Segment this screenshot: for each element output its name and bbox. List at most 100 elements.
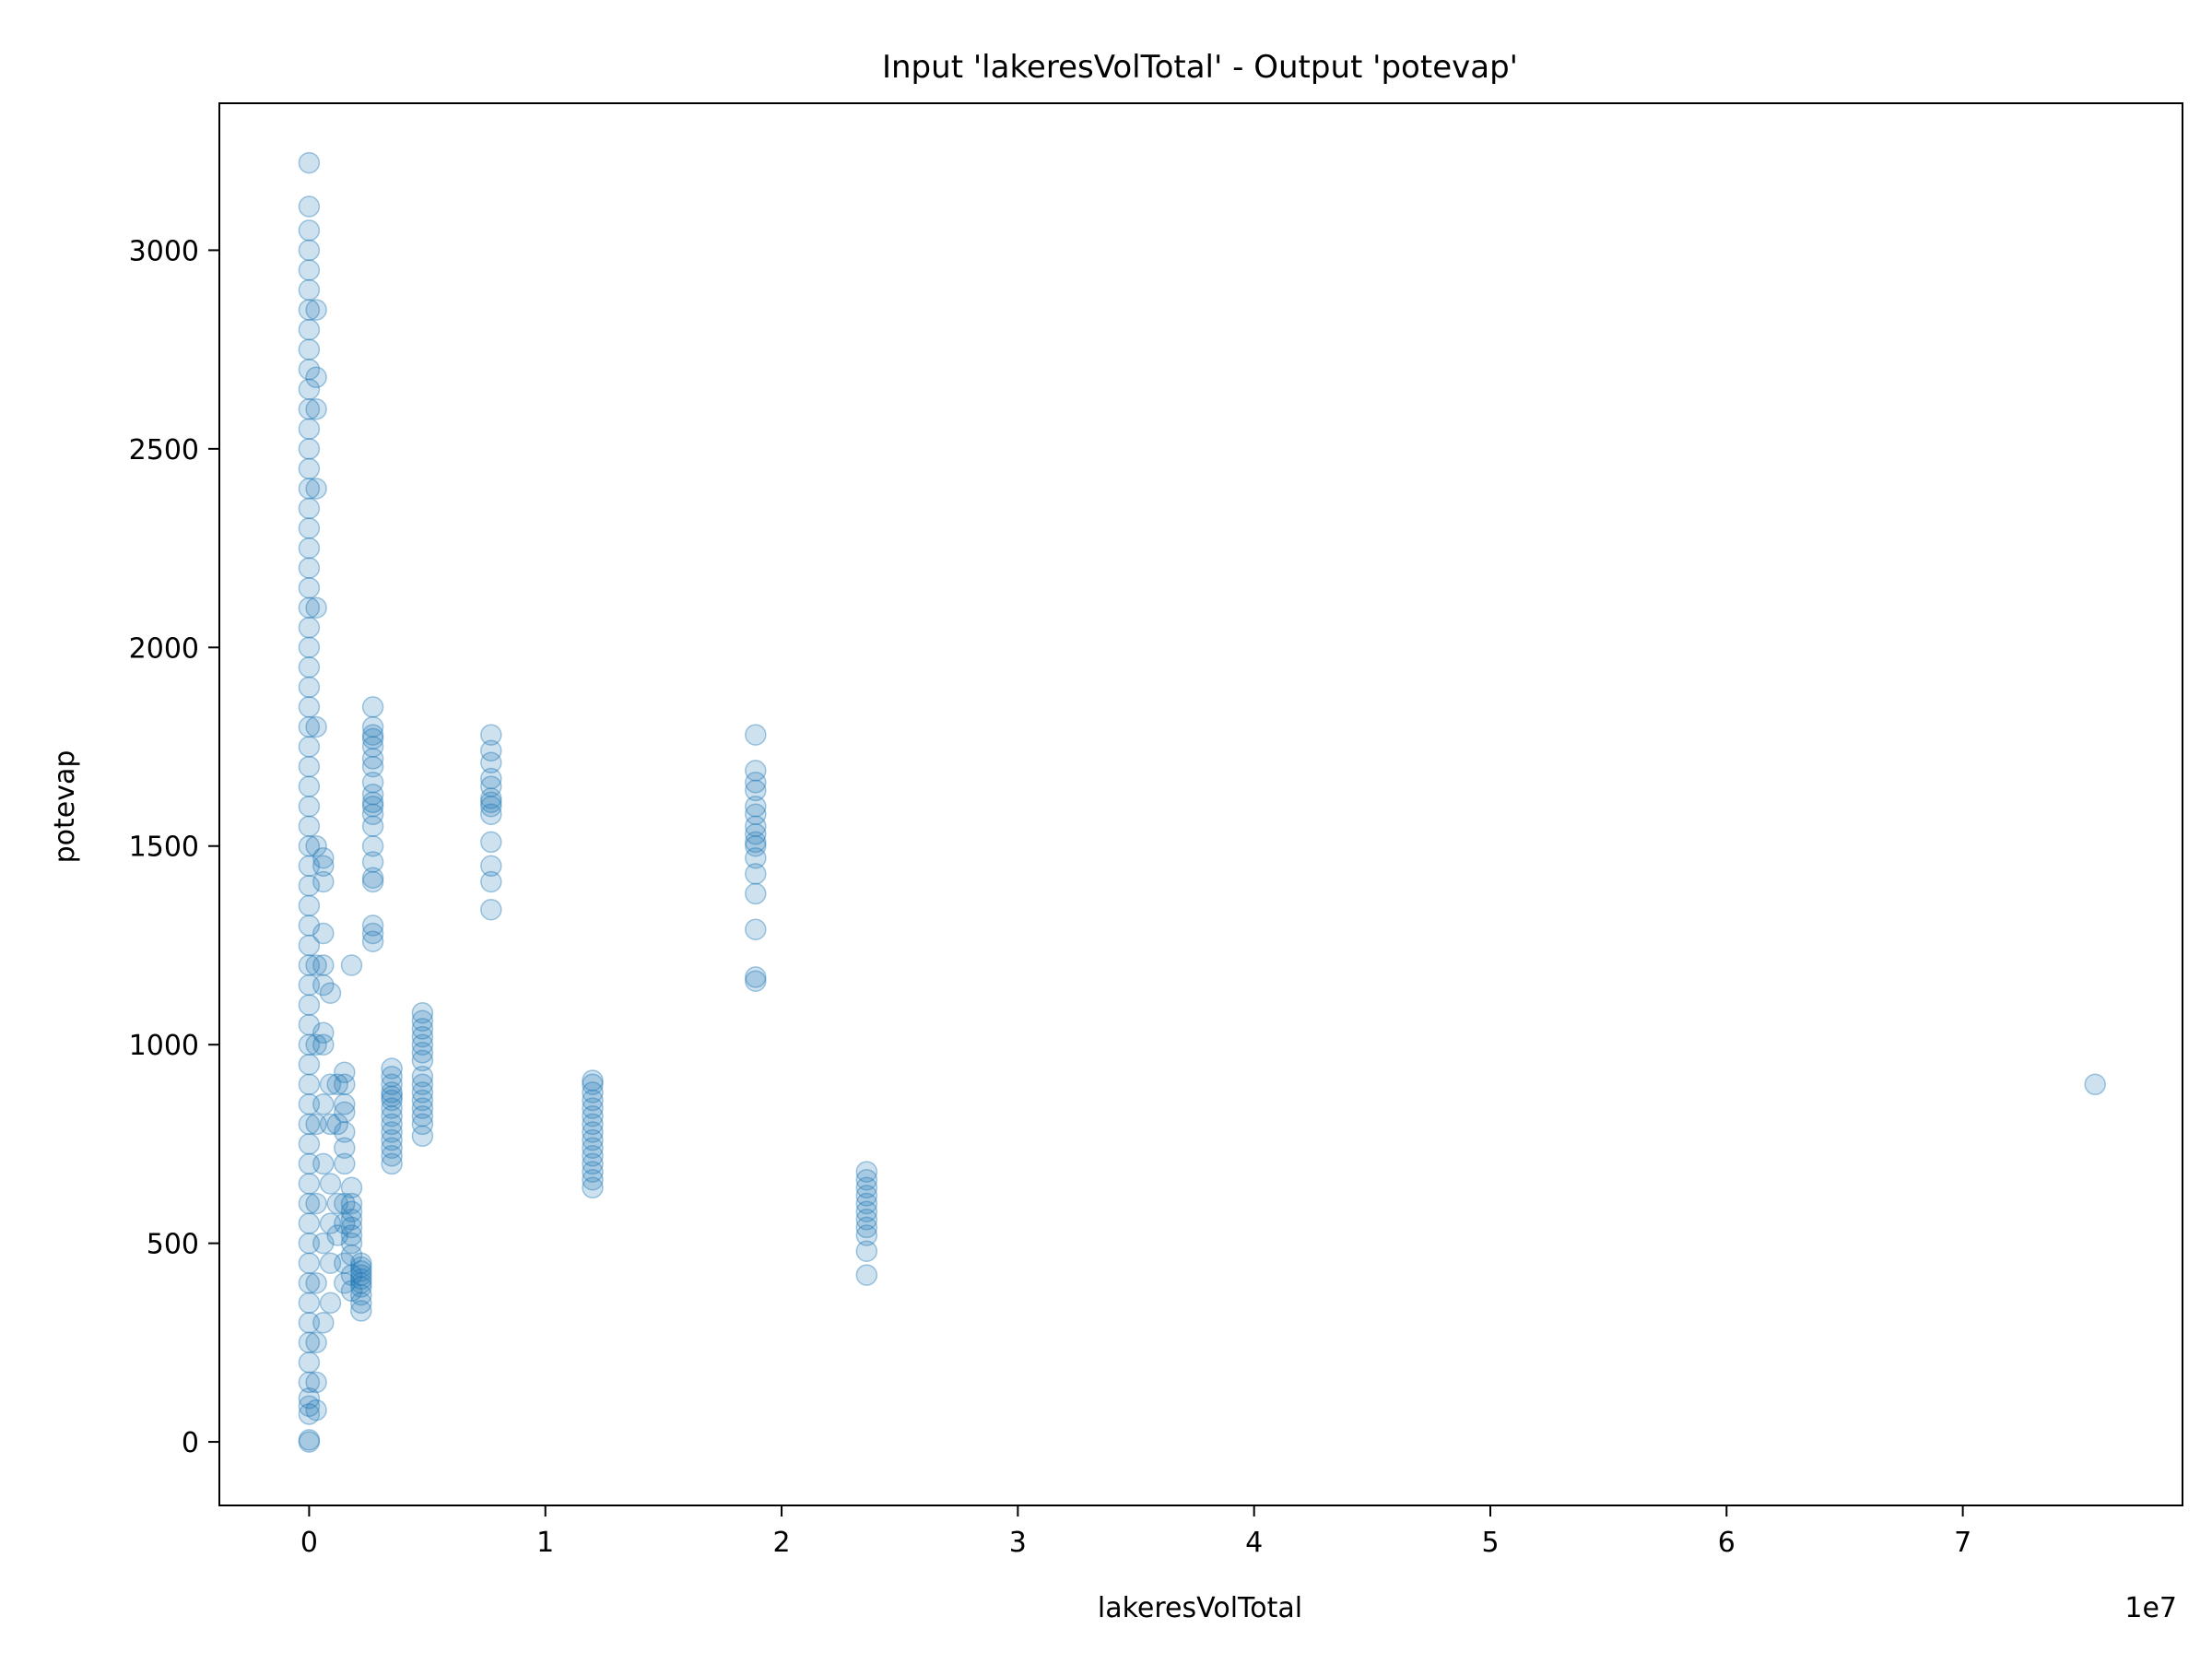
x-tick-label: 3: [1009, 1527, 1027, 1559]
data-point: [350, 1283, 372, 1306]
data-point: [298, 358, 321, 381]
data-point: [298, 656, 321, 679]
data-point: [319, 1073, 342, 1096]
data-point: [298, 1387, 321, 1410]
data-point: [298, 1033, 321, 1056]
data-point: [298, 875, 321, 897]
data-point: [334, 1121, 356, 1143]
data-point: [326, 1113, 348, 1136]
x-tick-label: 1: [536, 1527, 554, 1559]
data-point: [361, 755, 384, 778]
data-point: [480, 787, 502, 809]
y-axis-label: potevap: [49, 750, 81, 864]
data-point: [381, 1073, 403, 1096]
data-point: [312, 1033, 335, 1056]
data-point: [381, 1104, 403, 1127]
data-point: [855, 1209, 878, 1231]
data-point: [411, 1033, 434, 1056]
data-point: [480, 803, 502, 826]
y-tick-label: 500: [147, 1229, 199, 1261]
data-point: [361, 724, 384, 746]
data-point: [298, 1013, 321, 1036]
data-point: [361, 727, 384, 750]
data-point: [298, 497, 321, 520]
data-point: [855, 1168, 878, 1191]
data-point: [411, 1009, 434, 1033]
data-point: [319, 1252, 342, 1274]
data-point: [340, 1280, 363, 1303]
y-tick-label: 2000: [129, 632, 199, 665]
data-point: [411, 1081, 434, 1103]
data-point: [334, 1212, 356, 1234]
data-point: [298, 1212, 321, 1234]
data-point: [298, 1073, 321, 1096]
data-point: [298, 438, 321, 460]
data-point: [312, 846, 335, 869]
data-point: [298, 636, 321, 659]
data-point: [361, 803, 384, 826]
data-point: [411, 1025, 434, 1048]
data-point: [582, 1137, 604, 1159]
data-point: [582, 1128, 604, 1151]
data-point: [350, 1268, 372, 1291]
data-point: [745, 724, 767, 746]
data-point: [312, 855, 335, 878]
data-point: [305, 478, 327, 500]
data-point: [381, 1152, 403, 1175]
data-point: [480, 751, 502, 774]
data-point: [305, 398, 327, 420]
data-point: [411, 1113, 434, 1136]
data-point: [305, 1192, 327, 1215]
data-point: [340, 1209, 363, 1231]
data-point: [855, 1200, 878, 1222]
y-tick-label: 0: [182, 1427, 199, 1459]
data-point: [298, 1093, 321, 1115]
data-point: [745, 772, 767, 794]
data-point: [334, 1271, 356, 1294]
chart-title: Input 'lakeresVolTotal' - Output 'poteva…: [882, 49, 1518, 86]
x-tick-label: 6: [1718, 1527, 1735, 1559]
data-point: [350, 1271, 372, 1294]
data-point: [361, 930, 384, 952]
data-point: [855, 1264, 878, 1286]
data-point: [312, 974, 335, 997]
data-point: [340, 1216, 363, 1239]
data-point: [745, 966, 767, 988]
data-point: [334, 1101, 356, 1124]
data-point: [745, 823, 767, 845]
x-axis-offset-label: 1e7: [2124, 1592, 2177, 1624]
data-point: [298, 299, 321, 321]
data-point: [334, 1252, 356, 1274]
data-point: [745, 846, 767, 869]
data-point: [855, 1224, 878, 1246]
data-point: [361, 791, 384, 814]
data-point: [361, 772, 384, 794]
data-point: [411, 1018, 434, 1040]
data-point: [312, 1232, 335, 1255]
data-point: [480, 767, 502, 790]
data-point: [745, 834, 767, 857]
data-point: [334, 1073, 356, 1096]
data-point: [334, 1093, 356, 1115]
data-point: [298, 1292, 321, 1315]
data-point: [381, 1065, 403, 1088]
data-point: [480, 855, 502, 878]
data-point: [298, 1429, 321, 1451]
data-point: [298, 195, 321, 218]
data-point: [298, 1271, 321, 1294]
data-point: [745, 882, 767, 905]
data-point: [298, 239, 321, 262]
data-point: [381, 1128, 403, 1151]
data-point: [381, 1097, 403, 1119]
data-point: [298, 715, 321, 738]
data-point: [855, 1161, 878, 1183]
data-point: [298, 954, 321, 976]
data-point: [312, 922, 335, 945]
data-point: [361, 795, 384, 818]
data-point: [319, 982, 342, 1004]
data-point: [298, 259, 321, 281]
data-point: [361, 834, 384, 857]
data-point: [582, 1081, 604, 1103]
data-point: [582, 1097, 604, 1119]
